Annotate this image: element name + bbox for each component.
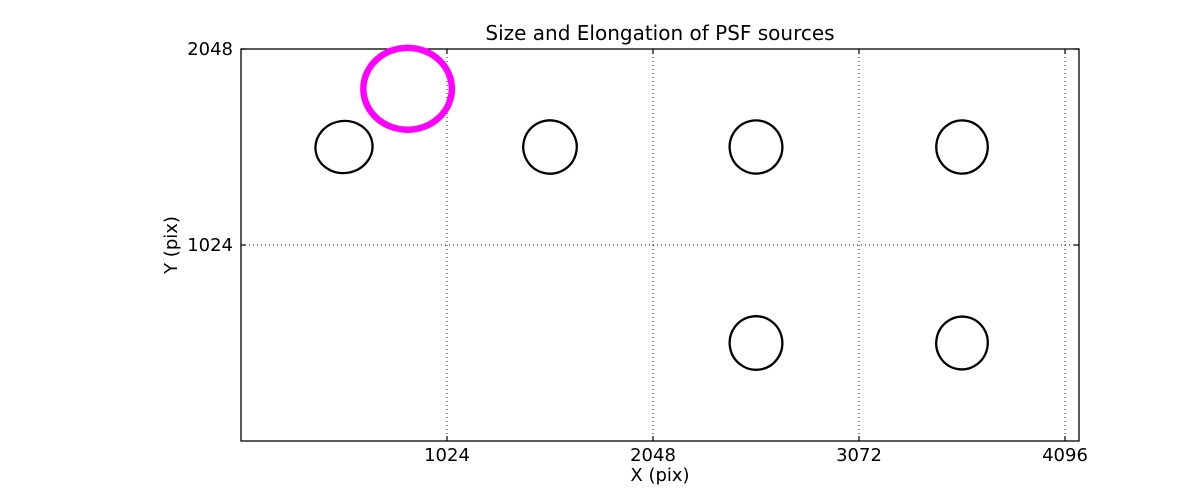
x-tick-label-2048: 2048	[630, 445, 676, 466]
axis-ticks	[241, 48, 1079, 441]
y-axis-label: Y (pix)	[161, 216, 182, 275]
x-tick-label-4096: 4096	[1042, 445, 1088, 466]
psf-ellipse-1	[522, 119, 578, 175]
psf-ellipse-2	[728, 119, 784, 175]
psf-ellipse-4	[728, 315, 784, 371]
gridlines	[241, 48, 1079, 441]
y-tick-labels: 1024 2048	[187, 39, 233, 256]
psf-ellipse-5	[935, 315, 989, 371]
psf-ellipse-3	[935, 119, 989, 175]
psf-ellipse-highlighted	[360, 44, 456, 134]
x-tick-labels: 1024 2048 3072 4096	[424, 445, 1088, 466]
y-tick-label-1024: 1024	[187, 235, 233, 256]
psf-source-ellipses	[314, 44, 989, 371]
x-tick-label-1024: 1024	[424, 445, 470, 466]
psf-ellipse-0	[314, 119, 374, 175]
chart-title: Size and Elongation of PSF sources	[485, 21, 834, 45]
x-axis-label: X (pix)	[630, 465, 689, 486]
x-tick-label-3072: 3072	[836, 445, 882, 466]
y-tick-label-2048: 2048	[187, 39, 233, 60]
